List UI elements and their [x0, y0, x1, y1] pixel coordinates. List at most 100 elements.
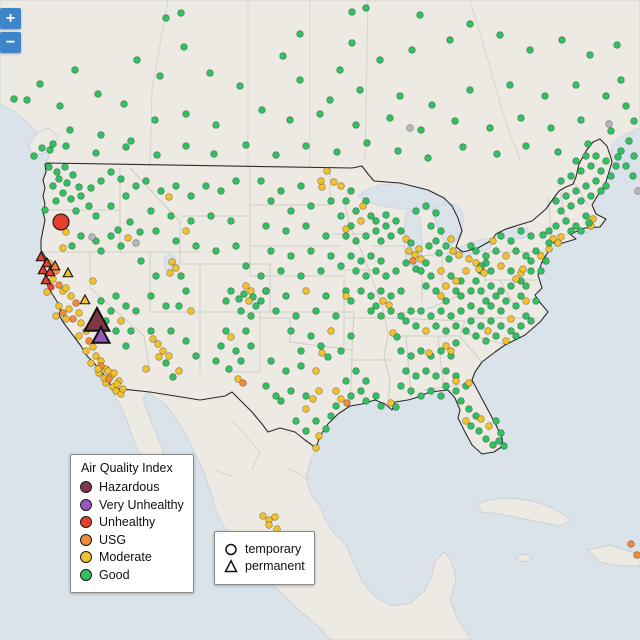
aqi-station-dot[interactable] — [452, 377, 460, 385]
aqi-station-dot[interactable] — [362, 4, 370, 12]
aqi-station-dot[interactable] — [584, 140, 592, 148]
aqi-station-dot[interactable] — [425, 349, 433, 357]
aqi-station-dot[interactable] — [592, 177, 600, 185]
aqi-station-dot[interactable] — [527, 232, 535, 240]
aqi-station-dot[interactable] — [493, 150, 501, 158]
aqi-station-dot[interactable] — [633, 551, 640, 559]
aqi-station-dot[interactable] — [277, 397, 285, 405]
aqi-station-dot[interactable] — [527, 257, 535, 265]
aqi-station-dot[interactable] — [62, 142, 70, 150]
aqi-station-dot[interactable] — [327, 197, 335, 205]
aqi-station-dot[interactable] — [309, 395, 317, 403]
aqi-station-dot[interactable] — [465, 379, 473, 387]
aqi-station-dot[interactable] — [397, 227, 405, 235]
aqi-station-dot[interactable] — [507, 327, 515, 335]
aqi-station-dot[interactable] — [87, 184, 95, 192]
aqi-station-dot[interactable] — [117, 242, 125, 250]
aqi-station-dot[interactable] — [452, 339, 460, 347]
aqi-station-dot[interactable] — [172, 182, 180, 190]
aqi-station-dot[interactable] — [362, 232, 370, 240]
aqi-station-dot[interactable] — [382, 222, 390, 230]
aqi-station-dot[interactable] — [597, 167, 605, 175]
aqi-station-dot[interactable] — [467, 302, 475, 310]
aqi-station-dot[interactable] — [182, 337, 190, 345]
aqi-station-dot[interactable] — [352, 207, 360, 215]
aqi-station-dot[interactable] — [41, 206, 49, 214]
aqi-station-dot[interactable] — [562, 192, 570, 200]
aqi-station-dot[interactable] — [492, 332, 500, 340]
aqi-station-dot[interactable] — [547, 124, 555, 132]
aqi-station-dot[interactable] — [465, 405, 473, 413]
aqi-station-dot[interactable] — [572, 222, 580, 230]
aqi-station-dot[interactable] — [327, 327, 335, 335]
aqi-station-dot[interactable] — [297, 347, 305, 355]
aqi-station-dot[interactable] — [247, 342, 255, 350]
aqi-station-dot[interactable] — [532, 247, 540, 255]
aqi-station-dot[interactable] — [487, 302, 495, 310]
aqi-station-dot[interactable] — [415, 245, 423, 253]
aqi-station-dot[interactable] — [347, 332, 355, 340]
aqi-station-dot[interactable] — [55, 175, 63, 183]
aqi-station-dot[interactable] — [169, 373, 177, 381]
aqi-station-dot[interactable] — [45, 163, 53, 171]
aqi-station-dot[interactable] — [552, 197, 560, 205]
aqi-station-dot[interactable] — [357, 287, 365, 295]
aqi-station-dot[interactable] — [612, 162, 620, 170]
aqi-station-dot[interactable] — [417, 267, 425, 275]
aqi-station-dot[interactable] — [592, 152, 600, 160]
aqi-station-dot[interactable] — [406, 124, 414, 132]
aqi-station-dot[interactable] — [327, 252, 335, 260]
aqi-station-dot[interactable] — [85, 202, 93, 210]
aqi-station-dot[interactable] — [634, 187, 640, 195]
aqi-station-dot[interactable] — [484, 327, 492, 335]
aqi-station-dot[interactable] — [302, 427, 310, 435]
aqi-station-dot[interactable] — [175, 367, 183, 375]
aqi-station-dot[interactable] — [187, 307, 195, 315]
aqi-station-dot[interactable] — [467, 242, 475, 250]
aqi-station-dot[interactable] — [182, 287, 190, 295]
aqi-station-dot[interactable] — [167, 327, 175, 335]
aqi-station-dot[interactable] — [52, 312, 60, 320]
aqi-station-dot[interactable] — [447, 235, 455, 243]
aqi-station-dot[interactable] — [362, 397, 370, 405]
aqi-station-dot[interactable] — [232, 177, 240, 185]
aqi-station-dot[interactable] — [477, 307, 485, 315]
aqi-station-dot[interactable] — [502, 252, 510, 260]
zoom-in-button[interactable]: + — [0, 8, 21, 29]
aqi-station-dot[interactable] — [442, 282, 450, 290]
aqi-station-dot[interactable] — [582, 182, 590, 190]
aqi-station-dot[interactable] — [187, 217, 195, 225]
aqi-station-dot[interactable] — [165, 193, 173, 201]
aqi-station-dot[interactable] — [257, 272, 265, 280]
aqi-station-dot[interactable] — [622, 162, 630, 170]
aqi-station-dot[interactable] — [348, 8, 356, 16]
aqi-station-dot[interactable] — [217, 187, 225, 195]
aqi-station-dot[interactable] — [472, 332, 480, 340]
aqi-station-dot[interactable] — [437, 267, 445, 275]
aqi-station-dot[interactable] — [117, 317, 125, 325]
aqi-station-dot[interactable] — [287, 327, 295, 335]
aqi-station-dot[interactable] — [180, 43, 188, 51]
aqi-station-dot[interactable] — [497, 232, 505, 240]
aqi-station-dot[interactable] — [312, 417, 320, 425]
aqi-station-dot[interactable] — [412, 372, 420, 380]
aqi-station-dot[interactable] — [417, 307, 425, 315]
aqi-station-dot[interactable] — [630, 152, 638, 160]
aqi-station-dot[interactable] — [475, 427, 483, 435]
aqi-station-dot[interactable] — [382, 272, 390, 280]
aqi-station-dot[interactable] — [442, 342, 450, 350]
aqi-station-dot[interactable] — [537, 267, 545, 275]
aqi-station-dot[interactable] — [271, 513, 279, 521]
aqi-station-dot[interactable] — [72, 207, 80, 215]
aqi-station-dot[interactable] — [377, 312, 385, 320]
aqi-station-dot[interactable] — [317, 177, 325, 185]
aqi-station-dot[interactable] — [492, 292, 500, 300]
aqi-station-dot[interactable] — [542, 257, 550, 265]
aqi-station-dot[interactable] — [165, 352, 173, 360]
aqi-station-dot[interactable] — [605, 120, 613, 128]
aqi-station-dot[interactable] — [407, 307, 415, 315]
aqi-station-dot[interactable] — [487, 317, 495, 325]
aqi-station-dot[interactable] — [347, 252, 355, 260]
aqi-station-dot[interactable] — [554, 239, 562, 247]
aqi-station-dot[interactable] — [442, 327, 450, 335]
